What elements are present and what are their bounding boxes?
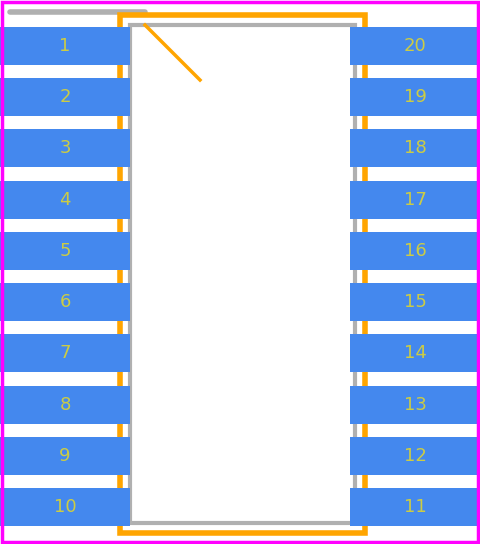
Bar <box>350 181 480 219</box>
Text: 19: 19 <box>404 88 426 106</box>
Text: 17: 17 <box>404 190 426 208</box>
Bar <box>0 181 130 219</box>
Text: 2: 2 <box>59 88 71 106</box>
Text: 3: 3 <box>59 139 71 157</box>
Text: 10: 10 <box>54 498 76 516</box>
Bar <box>350 129 480 167</box>
Text: 6: 6 <box>60 293 71 311</box>
Bar <box>0 283 130 321</box>
Bar <box>0 437 130 475</box>
Text: 18: 18 <box>404 139 426 157</box>
Text: 8: 8 <box>60 395 71 414</box>
Bar <box>350 27 480 65</box>
Bar <box>350 78 480 116</box>
Bar <box>0 489 130 527</box>
Text: 12: 12 <box>404 447 426 465</box>
Bar <box>0 78 130 116</box>
Bar <box>0 232 130 270</box>
Bar <box>350 232 480 270</box>
Bar <box>0 335 130 373</box>
Text: 4: 4 <box>59 190 71 208</box>
Bar <box>350 437 480 475</box>
Bar <box>350 386 480 424</box>
Bar <box>0 129 130 167</box>
Text: 13: 13 <box>404 395 426 414</box>
Bar <box>350 283 480 321</box>
Text: 20: 20 <box>404 36 426 54</box>
Text: 5: 5 <box>59 242 71 260</box>
Text: 9: 9 <box>59 447 71 465</box>
Text: 14: 14 <box>404 344 426 362</box>
Bar <box>0 386 130 424</box>
Bar <box>350 335 480 373</box>
Bar <box>350 489 480 527</box>
Text: 7: 7 <box>59 344 71 362</box>
Bar <box>120 15 365 533</box>
Text: 16: 16 <box>404 242 426 260</box>
Text: 1: 1 <box>60 36 71 54</box>
Bar <box>130 25 355 523</box>
Text: 15: 15 <box>404 293 426 311</box>
Text: 11: 11 <box>404 498 426 516</box>
Bar <box>0 27 130 65</box>
